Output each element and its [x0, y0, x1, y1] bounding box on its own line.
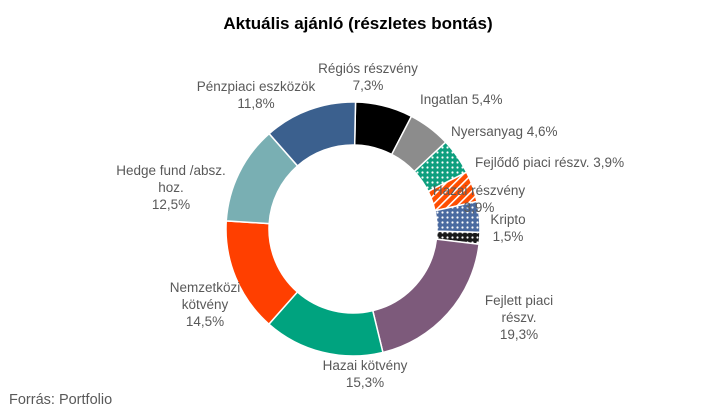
slice-label-0: Régiós részvény 7,3% — [318, 61, 418, 93]
slice-label-line: 12,5% — [152, 197, 190, 212]
slice-label-2: Nyersanyag 4,6% — [451, 124, 558, 139]
slice-label-line: 7,3% — [353, 78, 384, 93]
slice-6 — [371, 238, 480, 354]
slice-label-line: 14,5% — [186, 314, 224, 329]
slice-label-line: Fejlett piaci — [485, 293, 553, 308]
slice-label-line: Hazai részvény — [433, 183, 526, 198]
source-note: Forrás: Portfolio — [9, 392, 112, 408]
slice-label-9: Hedge fund /absz. hoz. 12,5% — [116, 163, 226, 212]
slice-label-line: részv. — [501, 310, 536, 325]
slice-label-4: Hazai részvény 3,9% — [433, 183, 526, 215]
slice-label-3: Fejlődő piaci részv. 3,9% — [475, 155, 624, 170]
slice-label-line: Hedge fund /absz. — [116, 163, 226, 178]
donut-slices — [225, 101, 481, 357]
slice-label-5: Kripto 1,5% — [490, 212, 525, 244]
slice-label-line: Ingatlan 5,4% — [420, 92, 503, 107]
slice-label-line: 3,9% — [464, 200, 495, 215]
slice-label-line: 1,5% — [493, 229, 524, 244]
slice-label-line: Nyersanyag 4,6% — [451, 124, 558, 139]
slice-label-line: 11,8% — [237, 96, 274, 111]
slice-label-line: Régiós részvény — [318, 61, 418, 76]
chart-title: Aktuális ajánló (részletes bontás) — [223, 14, 492, 33]
slice-label-line: Pénzpiaci eszközök — [197, 79, 316, 94]
slice-label-line: 19,3% — [500, 327, 538, 342]
slice-label-line: Hazai kötvény — [323, 358, 408, 373]
slice-label-8: Nemzetközi kötvény 14,5% — [170, 280, 241, 329]
slice-label-line: 15,3% — [346, 375, 384, 390]
slice-label-10: Pénzpiaci eszközök 11,8% — [197, 79, 316, 111]
slice-label-line: kötvény — [182, 297, 229, 312]
slice-label-line: Kripto — [490, 212, 525, 227]
slice-label-line: Fejlődő piaci részv. 3,9% — [475, 155, 624, 170]
slice-10 — [268, 101, 357, 167]
slice-labels: Régiós részvény 7,3% Ingatlan 5,4% Nyersany… — [116, 61, 624, 390]
slice-label-6: Fejlett piaci részv. 19,3% — [485, 293, 553, 342]
slice-label-7: Hazai kötvény 15,3% — [323, 358, 408, 390]
slice-label-line: Nemzetközi — [170, 280, 241, 295]
slice-label-1: Ingatlan 5,4% — [420, 92, 503, 107]
slice-label-line: hoz. — [158, 180, 184, 195]
